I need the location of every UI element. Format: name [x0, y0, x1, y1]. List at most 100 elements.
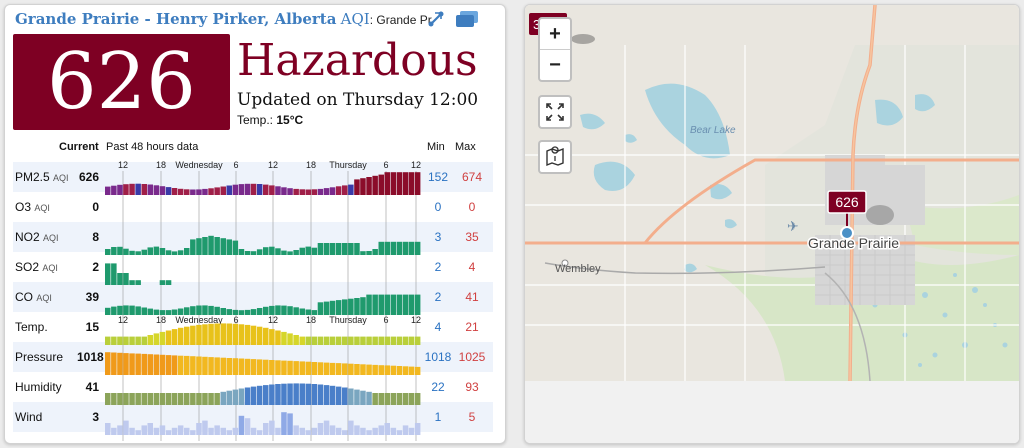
- spark-bar: [159, 331, 166, 345]
- spark-bar: [141, 184, 147, 195]
- spark-bar: [366, 364, 372, 375]
- spark-bar: [299, 336, 305, 345]
- spark-bar: [335, 427, 342, 435]
- spark-bar: [208, 235, 214, 255]
- spark-bar: [190, 189, 196, 195]
- spark-bar: [281, 412, 287, 435]
- spark-bar: [165, 355, 172, 375]
- spark-bar: [342, 185, 348, 195]
- spark-bar: [135, 336, 141, 345]
- spark-bar: [196, 393, 202, 405]
- spark-bar: [111, 263, 117, 285]
- spark-bar: [402, 393, 409, 405]
- spark-bar: [360, 251, 366, 255]
- spark-bar: [342, 363, 348, 375]
- station-location-link[interactable]: Grande Prairie - Henry Pirker, Alberta: [15, 10, 337, 28]
- spark-bar: [402, 366, 409, 375]
- spark-bar: [232, 184, 239, 195]
- spark-bar: [171, 427, 178, 435]
- spark-bar: [202, 356, 208, 375]
- spark-bar: [226, 239, 232, 255]
- spark-bar: [317, 362, 324, 375]
- spark-bar: [214, 357, 220, 375]
- spark-bar: [105, 336, 111, 345]
- row-current: 2: [92, 260, 99, 274]
- spark-bar: [105, 307, 111, 315]
- spark-bar: [220, 357, 226, 375]
- spark-bar: [196, 238, 202, 255]
- spark-bar: [348, 363, 354, 375]
- spark-bar: [171, 393, 178, 405]
- spark-bar: [171, 355, 178, 375]
- row-no2: NO2 AQI 8 3 35: [13, 222, 493, 252]
- row-min: 3: [434, 230, 442, 244]
- spark-bar: [414, 172, 421, 195]
- spark-bar: [111, 393, 117, 405]
- spark-bar: [256, 385, 263, 405]
- spark-bar: [317, 243, 324, 255]
- spark-bar: [117, 336, 123, 345]
- spark-bar: [123, 336, 129, 345]
- spark-bar: [299, 189, 305, 195]
- spark-bar: [226, 323, 232, 345]
- spark-bar: [135, 183, 141, 195]
- spark-bar: [299, 247, 305, 255]
- spark-bar: [117, 184, 123, 195]
- spark-bar: [372, 427, 378, 435]
- spark-bar: [305, 336, 311, 345]
- spark-bar: [372, 294, 378, 315]
- map-panel[interactable]: ✈ Bear Lake Wembley Grande Prairie 626 3…: [524, 4, 1020, 444]
- spark-bar: [378, 336, 384, 345]
- spark-bar: [177, 393, 184, 405]
- spark-bar: [335, 363, 342, 375]
- spark-bar: [250, 183, 257, 195]
- spark-bar: [256, 359, 263, 375]
- spark-bar: [384, 336, 390, 345]
- spark-bar: [354, 389, 360, 405]
- spark-bar: [244, 418, 251, 435]
- spark-bar: [408, 294, 415, 315]
- fullscreen-button[interactable]: [540, 97, 570, 127]
- spark-bar: [250, 251, 257, 255]
- row-label: PM2.5 AQI: [15, 170, 69, 184]
- spark-bar: [165, 250, 172, 255]
- time-label: 6: [383, 160, 388, 170]
- spark-bar: [190, 393, 196, 405]
- share-icon[interactable]: [427, 10, 445, 28]
- spark-bar: [378, 425, 384, 435]
- aqi-value-box: 626: [13, 34, 230, 130]
- spark-bar: [408, 393, 415, 405]
- spark-bar: [111, 247, 117, 255]
- row-label: Temp.: [15, 320, 48, 334]
- spark-bar: [323, 420, 330, 435]
- widget-icon[interactable]: [455, 10, 479, 28]
- spark-bar: [220, 323, 226, 345]
- spark-bar: [269, 185, 275, 195]
- aqi-marker[interactable]: 626: [827, 190, 867, 214]
- spark-bar: [396, 172, 403, 195]
- spark-bar: [281, 305, 287, 315]
- spark-bar: [202, 188, 208, 195]
- spark-bar: [402, 241, 409, 255]
- spark-bar: [123, 184, 129, 195]
- zoom-out-button[interactable]: −: [549, 54, 561, 76]
- spark-bar: [208, 188, 214, 195]
- spark-bar: [293, 383, 299, 405]
- zoom-in-button[interactable]: +: [540, 19, 570, 50]
- map-layers-button[interactable]: [540, 142, 570, 172]
- aqi-sub-label: Grande Pr: [376, 13, 432, 27]
- spark-bar: [348, 243, 354, 255]
- spark-bar: [366, 294, 372, 315]
- spark-bar: [348, 336, 354, 345]
- spark-bar: [293, 335, 299, 345]
- station-pin[interactable]: [840, 226, 854, 240]
- spark-bar: [269, 420, 275, 435]
- row-temp: Temp. 15 4 21: [13, 312, 493, 342]
- spark-bar: [171, 309, 178, 315]
- spark-bar: [141, 353, 147, 375]
- row-label: NO2 AQI: [15, 230, 59, 244]
- map-canvas[interactable]: ✈ Bear Lake Wembley Grande Prairie 626 3: [525, 5, 1019, 443]
- spark-bar: [232, 389, 239, 405]
- spark-bar: [360, 178, 366, 195]
